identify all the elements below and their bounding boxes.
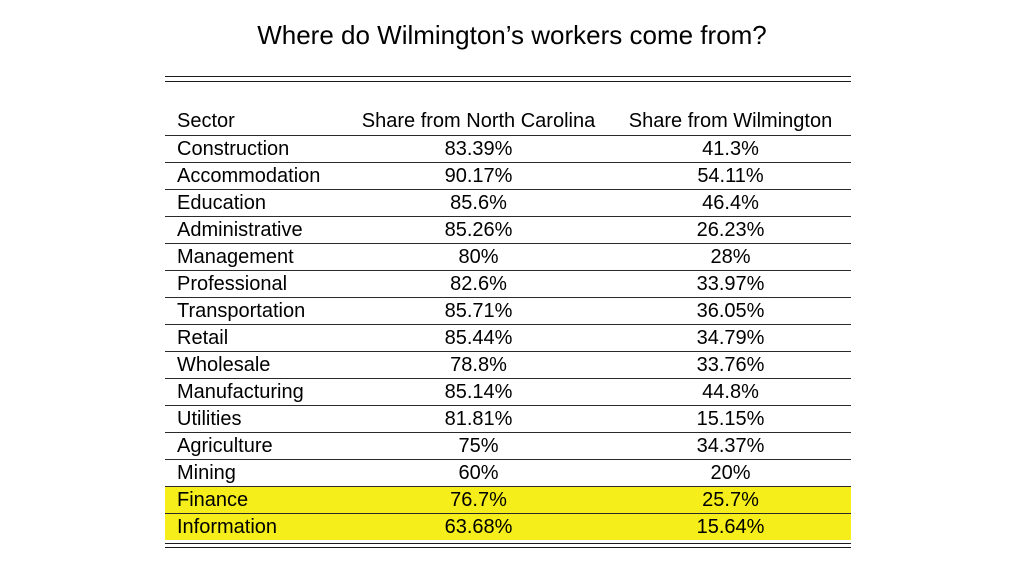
sector-share-table: Sector Share from North Carolina Share f… bbox=[165, 108, 851, 540]
table-row: Wholesale 78.8% 33.76% bbox=[165, 351, 851, 379]
share-wilmington-cell: 25.7% bbox=[610, 486, 851, 514]
top-double-rule-lower bbox=[165, 81, 851, 82]
share-north-carolina-cell: 75% bbox=[347, 432, 610, 460]
share-north-carolina-cell: 85.71% bbox=[347, 297, 610, 325]
sector-cell: Transportation bbox=[165, 297, 347, 325]
share-wilmington-cell: 34.37% bbox=[610, 432, 851, 460]
share-north-carolina-cell: 90.17% bbox=[347, 162, 610, 190]
table-row: Professional 82.6% 33.97% bbox=[165, 270, 851, 298]
share-north-carolina-cell: 63.68% bbox=[347, 513, 610, 540]
table-row: Information 63.68% 15.64% bbox=[165, 513, 851, 540]
table-row: Retail 85.44% 34.79% bbox=[165, 324, 851, 352]
share-north-carolina-cell: 83.39% bbox=[347, 135, 610, 163]
share-wilmington-cell: 33.97% bbox=[610, 270, 851, 298]
share-wilmington-cell: 15.64% bbox=[610, 513, 851, 540]
header-share-wilmington: Share from Wilmington bbox=[610, 108, 851, 136]
share-wilmington-cell: 36.05% bbox=[610, 297, 851, 325]
share-wilmington-cell: 44.8% bbox=[610, 378, 851, 406]
sector-cell: Mining bbox=[165, 459, 347, 487]
table-row: Utilities 81.81% 15.15% bbox=[165, 405, 851, 433]
share-north-carolina-cell: 85.14% bbox=[347, 378, 610, 406]
sector-cell: Professional bbox=[165, 270, 347, 298]
share-north-carolina-cell: 81.81% bbox=[347, 405, 610, 433]
sector-cell: Information bbox=[165, 513, 347, 540]
bottom-double-rule-upper bbox=[165, 543, 851, 544]
slide-title: Where do Wilmington’s workers come from? bbox=[257, 20, 767, 50]
table-row: Agriculture 75% 34.37% bbox=[165, 432, 851, 460]
top-double-rule-upper bbox=[165, 76, 851, 77]
table-row: Transportation 85.71% 36.05% bbox=[165, 297, 851, 325]
sector-cell: Education bbox=[165, 189, 347, 217]
share-wilmington-cell: 54.11% bbox=[610, 162, 851, 190]
sector-cell: Administrative bbox=[165, 216, 347, 244]
sector-cell: Management bbox=[165, 243, 347, 271]
sector-cell: Construction bbox=[165, 135, 347, 163]
share-north-carolina-cell: 78.8% bbox=[347, 351, 610, 379]
table-row: Manufacturing 85.14% 44.8% bbox=[165, 378, 851, 406]
share-wilmington-cell: 34.79% bbox=[610, 324, 851, 352]
bottom-double-rule-lower bbox=[165, 547, 851, 548]
table-row: Construction 83.39% 41.3% bbox=[165, 135, 851, 163]
header-sector: Sector bbox=[165, 108, 347, 136]
table-row: Mining 60% 20% bbox=[165, 459, 851, 487]
share-wilmington-cell: 33.76% bbox=[610, 351, 851, 379]
sector-cell: Wholesale bbox=[165, 351, 347, 379]
sector-cell: Utilities bbox=[165, 405, 347, 433]
share-north-carolina-cell: 85.44% bbox=[347, 324, 610, 352]
sector-cell: Finance bbox=[165, 486, 347, 514]
share-north-carolina-cell: 85.26% bbox=[347, 216, 610, 244]
sector-cell: Accommodation bbox=[165, 162, 347, 190]
header-share-north-carolina: Share from North Carolina bbox=[347, 108, 610, 136]
table-row: Management 80% 28% bbox=[165, 243, 851, 271]
share-wilmington-cell: 28% bbox=[610, 243, 851, 271]
share-wilmington-cell: 15.15% bbox=[610, 405, 851, 433]
share-wilmington-cell: 46.4% bbox=[610, 189, 851, 217]
share-north-carolina-cell: 85.6% bbox=[347, 189, 610, 217]
sector-cell: Manufacturing bbox=[165, 378, 347, 406]
table-header-row: Sector Share from North Carolina Share f… bbox=[165, 108, 851, 136]
share-wilmington-cell: 41.3% bbox=[610, 135, 851, 163]
table-row: Education 85.6% 46.4% bbox=[165, 189, 851, 217]
table-body: Construction 83.39% 41.3% Accommodation 90.1… bbox=[165, 135, 851, 540]
table-row: Accommodation 90.17% 54.11% bbox=[165, 162, 851, 190]
table-row: Administrative 85.26% 26.23% bbox=[165, 216, 851, 244]
share-wilmington-cell: 20% bbox=[610, 459, 851, 487]
share-north-carolina-cell: 82.6% bbox=[347, 270, 610, 298]
sector-cell: Agriculture bbox=[165, 432, 347, 460]
share-north-carolina-cell: 80% bbox=[347, 243, 610, 271]
sector-cell: Retail bbox=[165, 324, 347, 352]
table-row: Finance 76.7% 25.7% bbox=[165, 486, 851, 514]
share-north-carolina-cell: 60% bbox=[347, 459, 610, 487]
share-north-carolina-cell: 76.7% bbox=[347, 486, 610, 514]
share-wilmington-cell: 26.23% bbox=[610, 216, 851, 244]
